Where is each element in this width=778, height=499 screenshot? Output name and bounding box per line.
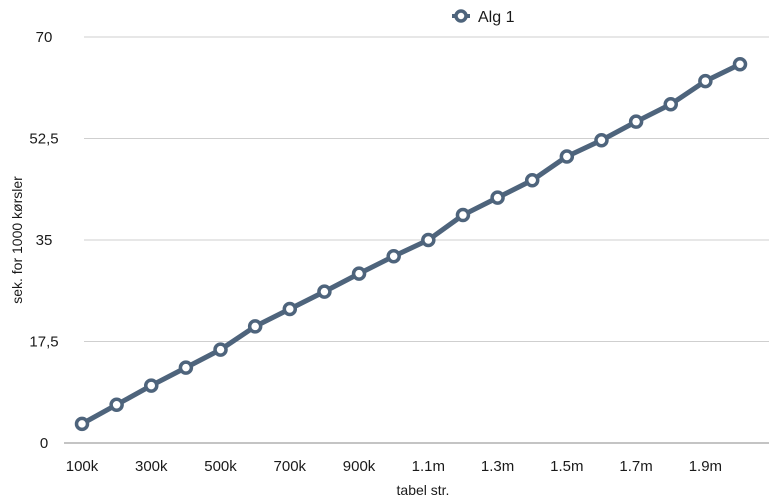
y-tick-label: 70: [36, 29, 53, 46]
x-tick-label: 500k: [204, 458, 237, 475]
y-tick-label: 35: [36, 232, 53, 249]
y-tick-label: 0: [40, 435, 48, 452]
series-layer: [74, 57, 748, 432]
legend-label-alg-1: Alg 1: [478, 9, 515, 26]
data-point: [74, 416, 90, 432]
x-tick-label: 1.3m: [481, 458, 514, 475]
data-point: [559, 149, 575, 164]
data-point: [732, 57, 748, 72]
x-tick-label: 100k: [66, 458, 99, 475]
data-point: [386, 248, 401, 264]
x-tick-label: 1.5m: [550, 458, 583, 475]
data-point: [247, 319, 263, 334]
data-point: [178, 360, 194, 375]
y-tick-label: 52,5: [29, 131, 58, 148]
legend-marker: [454, 9, 468, 23]
x-tick-label: 900k: [343, 458, 376, 475]
data-point: [351, 266, 367, 281]
y-tick-labels: 0 17,5 35 52,5 70: [29, 29, 58, 452]
data-point: [524, 173, 540, 188]
legend: Alg 1: [452, 9, 515, 26]
x-axis-label: tabel str.: [397, 482, 450, 498]
x-tick-label: 1.9m: [689, 458, 722, 475]
data-point: [490, 190, 505, 205]
gridlines: [84, 36, 769, 342]
y-tick-label: 17,5: [29, 334, 58, 351]
data-point: [317, 284, 332, 299]
x-tick-label: 1.7m: [619, 458, 652, 475]
data-point: [455, 207, 471, 223]
x-tick-label: 1.1m: [412, 458, 445, 475]
data-point: [698, 73, 713, 89]
data-point: [594, 132, 609, 148]
data-point: [213, 342, 228, 357]
y-axis-label: sek. for 1000 kørsler: [9, 176, 25, 304]
data-point: [421, 232, 436, 248]
data-point: [144, 378, 159, 393]
data-point: [282, 301, 298, 317]
x-tick-labels: 100k 300k 500k 700k 900k 1.1m 1.3m 1.5m 1.7m 1.9m: [66, 458, 722, 475]
data-point: [663, 97, 678, 112]
x-tick-label: 300k: [135, 458, 168, 475]
x-tick-label: 700k: [274, 458, 307, 475]
data-point: [109, 397, 124, 412]
data-point: [628, 114, 644, 129]
